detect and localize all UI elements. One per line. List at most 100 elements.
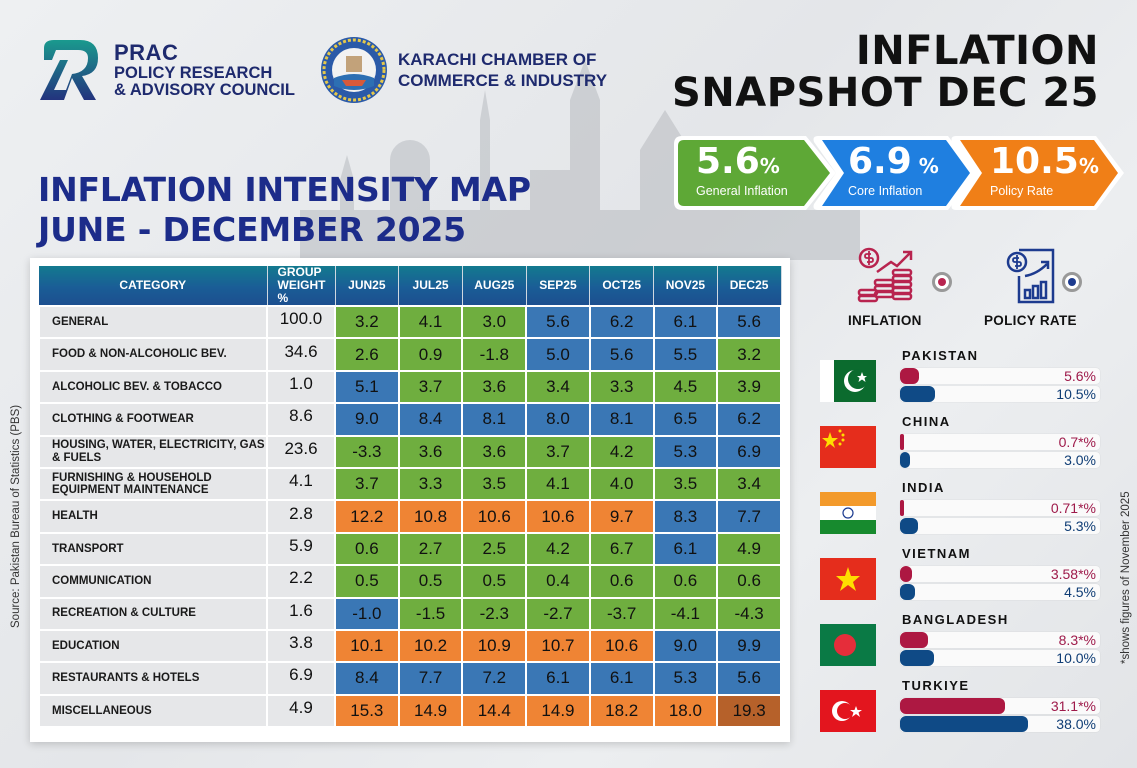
kpi-core-inflation: 6.9 % Core Inflation — [848, 142, 939, 199]
value-cell: 3.2 — [716, 337, 782, 372]
country-name: CHINA — [902, 414, 951, 429]
value-cell: 0.4 — [525, 564, 591, 599]
value-cell: 3.6 — [461, 434, 528, 469]
value-cell: 8.1 — [588, 402, 655, 437]
kpi-core-inflation-shape — [813, 136, 976, 210]
value-cell: 4.2 — [588, 434, 655, 469]
value-cell: 14.4 — [461, 693, 528, 729]
row-category: GENERAL — [38, 304, 268, 340]
policy-rate-bar-fill — [900, 584, 915, 600]
row-category: TRANSPORT — [38, 531, 268, 567]
policy-rate-bar-fill — [900, 452, 910, 468]
header-group-weight: GROUP WEIGHT % — [267, 266, 336, 306]
kpi-policy-rate-label: Policy Rate — [990, 184, 1054, 198]
value-cell: 6.1 — [652, 531, 719, 567]
inflation-bar-fill — [900, 566, 912, 582]
policy-rate-value: 38.0% — [1056, 716, 1096, 732]
value-cell: -4.1 — [652, 596, 719, 631]
row-category: FURNISHING & HOUSEHOLD EQUIPMENT MAINTEN… — [38, 466, 268, 502]
prac-name-line1: POLICY RESEARCH — [114, 63, 273, 82]
country-row: TURKIYE 31.1*% 38.0% — [818, 678, 1118, 746]
row-group-weight: 100.0 — [266, 304, 336, 340]
row-group-weight: 2.2 — [266, 564, 336, 599]
header-month: JUL25 — [398, 266, 463, 306]
value-cell: 3.3 — [397, 466, 464, 502]
policy-rate-value: 4.5% — [1064, 584, 1096, 600]
value-cell: 15.3 — [334, 693, 400, 729]
kpi-core-inflation-label: Core Inflation — [848, 184, 923, 198]
value-cell: 10.1 — [334, 628, 400, 664]
kpi-general-inflation-label: General Inflation — [696, 184, 788, 198]
policy-rate-bar: 10.5% — [900, 386, 1100, 402]
value-cell: 5.3 — [652, 434, 719, 469]
table-body: GENERAL 100.0 3.2 4.1 3.0 5.6 6.2 6.1 5.6 FOOD &… — [38, 304, 782, 729]
value-cell: 3.0 — [461, 304, 528, 340]
value-cell: 5.6 — [716, 661, 782, 696]
value-cell: 5.0 — [525, 337, 591, 372]
legend-policy-rate: POLICY RATE — [984, 246, 1077, 328]
value-cell: 8.3 — [652, 499, 719, 534]
map-title-line1: INFLATION INTENSITY MAP — [38, 170, 531, 209]
value-cell: 3.4 — [525, 369, 591, 405]
value-cell: -2.7 — [525, 596, 591, 631]
value-cell: 3.9 — [716, 369, 782, 405]
value-cell: 4.9 — [716, 531, 782, 567]
value-cell: 6.1 — [652, 304, 719, 340]
value-cell: 3.7 — [525, 434, 591, 469]
value-cell: 6.2 — [716, 402, 782, 437]
inflation-value: 5.6% — [1064, 368, 1096, 384]
india-flag-icon — [820, 492, 876, 534]
value-cell: -3.3 — [334, 434, 400, 469]
value-cell: 8.0 — [525, 402, 591, 437]
value-cell: 18.2 — [588, 693, 655, 729]
value-cell: -4.3 — [716, 596, 782, 631]
inflation-intensity-table-card: CATEGORY GROUP WEIGHT % JUN25 JUL25 AUG2… — [30, 258, 790, 742]
kpi-general-inflation-unit: % — [759, 154, 780, 178]
inflation-bar-fill — [900, 698, 1005, 714]
table-row: TRANSPORT 5.9 0.6 2.7 2.5 4.2 6.7 6.1 4.9 — [38, 531, 782, 567]
value-cell: -3.7 — [588, 596, 655, 631]
value-cell: 14.9 — [525, 693, 591, 729]
kpi-general-inflation: 5.6% General Inflation — [696, 142, 788, 199]
value-cell: 0.6 — [716, 564, 782, 599]
policy-rate-value: 3.0% — [1064, 452, 1096, 468]
policy-rate-value: 10.5% — [1056, 386, 1096, 402]
table-row: GENERAL 100.0 3.2 4.1 3.0 5.6 6.2 6.1 5.6 — [38, 304, 782, 340]
country-name: INDIA — [902, 480, 945, 495]
inflation-value: 8.3*% — [1058, 632, 1096, 648]
inflation-bar-fill — [900, 434, 904, 450]
snapshot-title: INFLATION SNAPSHOT DEC 25 — [672, 30, 1099, 114]
policy-rate-bar-fill — [900, 518, 918, 534]
value-cell: 6.2 — [588, 304, 655, 340]
value-cell: 3.7 — [397, 369, 464, 405]
value-cell: 5.1 — [334, 369, 400, 405]
value-cell: 4.2 — [525, 531, 591, 567]
value-cell: 6.9 — [716, 434, 782, 469]
value-cell: 10.8 — [397, 499, 464, 534]
value-cell: 3.6 — [461, 369, 528, 405]
inflation-bar: 3.58*% — [900, 566, 1100, 582]
row-group-weight: 1.6 — [266, 596, 336, 631]
value-cell: 0.6 — [652, 564, 719, 599]
header-month: AUG25 — [462, 266, 527, 306]
value-cell: 10.6 — [461, 499, 528, 534]
turkiye-flag-icon — [820, 690, 876, 732]
row-category: FOOD & NON-ALCOHOLIC BEV. — [38, 337, 268, 372]
inflation-bar: 5.6% — [900, 368, 1100, 384]
value-cell: 9.0 — [334, 402, 400, 437]
value-cell: 5.5 — [652, 337, 719, 372]
row-group-weight: 6.9 — [266, 661, 336, 696]
country-name: PAKISTAN — [902, 348, 979, 363]
policy-rate-bar-fill — [900, 386, 935, 402]
row-group-weight: 3.8 — [266, 628, 336, 664]
table-header-row: CATEGORY GROUP WEIGHT % JUN25 JUL25 AUG2… — [39, 266, 782, 306]
snapshot-title-line1: INFLATION — [855, 28, 1099, 74]
value-cell: 0.5 — [334, 564, 400, 599]
value-cell: 3.7 — [334, 466, 400, 502]
bangladesh-flag-icon — [820, 624, 876, 666]
table-row: HOUSING, WATER, ELECTRICITY, GAS & FUELS… — [38, 434, 782, 469]
table-row: RESTAURANTS & HOTELS 6.9 8.4 7.7 7.2 6.1 6.1 5… — [38, 661, 782, 696]
value-cell: 10.7 — [525, 628, 591, 664]
table-row: FURNISHING & HOUSEHOLD EQUIPMENT MAINTEN… — [38, 466, 782, 502]
row-category: CLOTHING & FOOTWEAR — [38, 402, 268, 437]
